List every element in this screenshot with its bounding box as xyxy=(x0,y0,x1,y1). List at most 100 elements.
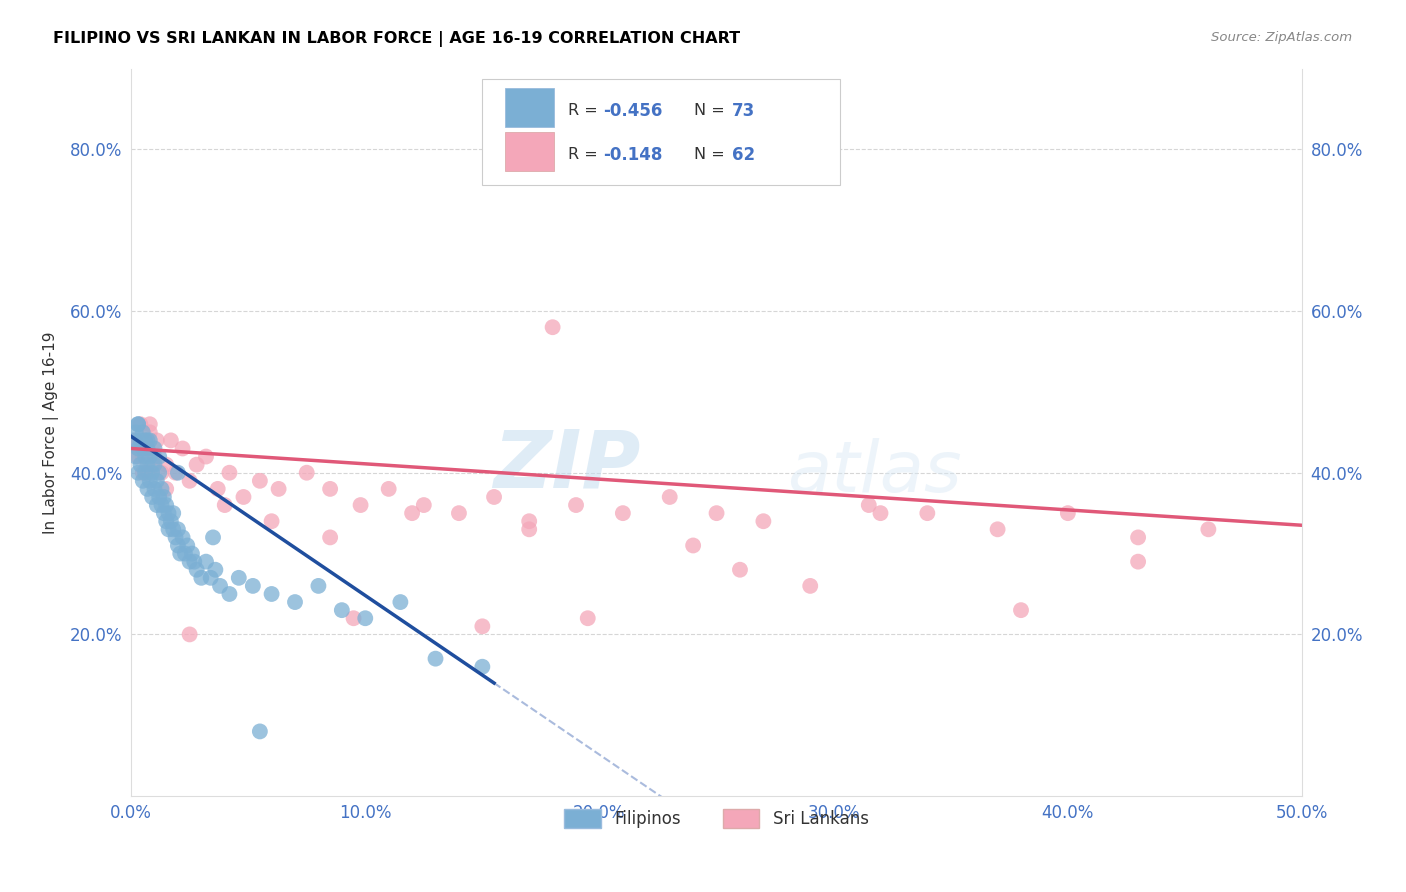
Point xyxy=(125,434,148,448)
Point xyxy=(706,506,728,520)
Point xyxy=(172,442,194,456)
Point xyxy=(412,498,434,512)
Point xyxy=(218,466,240,480)
Point xyxy=(148,490,170,504)
Point xyxy=(447,506,470,520)
Point xyxy=(869,506,891,520)
Point xyxy=(155,498,177,512)
Point xyxy=(207,482,229,496)
Point xyxy=(132,425,155,440)
Point xyxy=(682,539,704,553)
Point xyxy=(148,450,170,464)
Point xyxy=(148,466,170,480)
Point xyxy=(752,514,775,528)
Point xyxy=(134,434,156,448)
Point xyxy=(389,595,412,609)
Point xyxy=(209,579,232,593)
Point xyxy=(139,425,162,440)
Point xyxy=(186,563,208,577)
Point xyxy=(482,490,505,504)
Text: R =: R = xyxy=(568,147,603,162)
Point xyxy=(728,563,751,577)
Point xyxy=(129,434,152,448)
Point xyxy=(471,659,494,673)
Y-axis label: In Labor Force | Age 16-19: In Labor Force | Age 16-19 xyxy=(44,331,59,533)
Point xyxy=(260,514,283,528)
Point xyxy=(127,442,149,456)
Point xyxy=(517,522,540,536)
Point xyxy=(169,547,191,561)
Text: 62: 62 xyxy=(731,145,755,164)
Point xyxy=(284,595,307,609)
Point xyxy=(1126,555,1149,569)
Point xyxy=(232,490,254,504)
Point xyxy=(134,466,156,480)
Text: Source: ZipAtlas.com: Source: ZipAtlas.com xyxy=(1212,31,1353,45)
Text: N =: N = xyxy=(695,103,730,118)
Point xyxy=(157,506,180,520)
Text: R =: R = xyxy=(568,103,603,118)
Point xyxy=(799,126,821,140)
Point xyxy=(141,458,163,472)
Point xyxy=(136,482,159,496)
Text: N =: N = xyxy=(695,147,730,162)
Point xyxy=(917,506,939,520)
Point xyxy=(155,514,177,528)
Point xyxy=(136,442,159,456)
Point xyxy=(136,442,159,456)
Point xyxy=(127,417,149,432)
Point xyxy=(200,571,222,585)
Point xyxy=(134,450,156,464)
Point xyxy=(129,458,152,472)
Text: -0.148: -0.148 xyxy=(603,145,662,164)
Point xyxy=(162,522,184,536)
Point xyxy=(249,724,271,739)
Point xyxy=(612,506,634,520)
Point xyxy=(132,442,155,456)
Point xyxy=(155,482,177,496)
Point xyxy=(330,603,353,617)
Point xyxy=(186,458,208,472)
Point xyxy=(150,482,173,496)
Point xyxy=(214,498,236,512)
Point xyxy=(401,506,423,520)
Point xyxy=(127,466,149,480)
Point xyxy=(858,498,880,512)
Point xyxy=(122,434,145,448)
Text: 73: 73 xyxy=(731,102,755,120)
Point xyxy=(136,466,159,480)
Point xyxy=(576,611,599,625)
Point xyxy=(202,530,225,544)
Point xyxy=(160,514,183,528)
Point xyxy=(134,434,156,448)
Point xyxy=(181,547,204,561)
Point xyxy=(125,450,148,464)
Point xyxy=(146,474,169,488)
Point xyxy=(319,482,342,496)
Point xyxy=(132,474,155,488)
Point xyxy=(141,466,163,480)
Point xyxy=(143,450,166,464)
Text: -0.456: -0.456 xyxy=(603,102,662,120)
FancyBboxPatch shape xyxy=(505,132,554,171)
Point xyxy=(174,547,197,561)
Point xyxy=(139,474,162,488)
Point xyxy=(129,417,152,432)
Point xyxy=(1197,522,1219,536)
Point xyxy=(1010,603,1032,617)
Point xyxy=(150,498,173,512)
Point xyxy=(517,514,540,528)
Point xyxy=(425,651,447,665)
Point xyxy=(143,442,166,456)
Text: FILIPINO VS SRI LANKAN IN LABOR FORCE | AGE 16-19 CORRELATION CHART: FILIPINO VS SRI LANKAN IN LABOR FORCE | … xyxy=(53,31,741,47)
Point xyxy=(176,539,198,553)
Point xyxy=(295,466,318,480)
Point xyxy=(165,530,187,544)
Point xyxy=(162,506,184,520)
Point xyxy=(354,611,377,625)
Point xyxy=(242,579,264,593)
Point xyxy=(799,579,821,593)
Point xyxy=(260,587,283,601)
Point xyxy=(136,434,159,448)
Point xyxy=(167,466,190,480)
